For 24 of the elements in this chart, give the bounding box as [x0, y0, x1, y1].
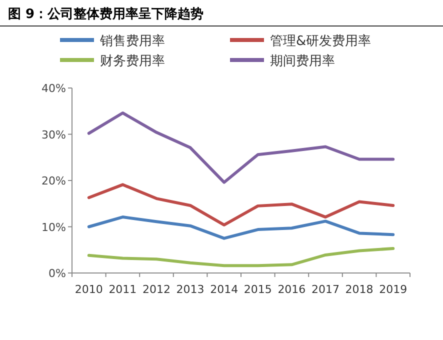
x-tick-label: 2019	[379, 283, 408, 296]
legend-label: 财务费用率	[100, 53, 165, 69]
x-tick-label: 2018	[345, 283, 374, 296]
y-tick-label: 10%	[42, 220, 66, 234]
x-tick-label: 2011	[108, 283, 137, 296]
y-tick-label: 20%	[42, 174, 66, 188]
legend-label: 销售费用率	[99, 33, 165, 49]
y-tick-label: 30%	[42, 128, 66, 142]
y-tick-label: 0%	[48, 267, 66, 280]
x-tick-label: 2010	[74, 283, 103, 296]
x-tick-label: 2012	[142, 283, 170, 296]
x-tick-label: 2013	[176, 283, 204, 296]
line-series	[87, 216, 395, 240]
line-series	[87, 111, 395, 184]
x-tick-label: 2015	[244, 283, 272, 296]
line-series	[87, 183, 395, 226]
x-tick-label: 2014	[210, 283, 238, 296]
legend-label: 期间费用率	[270, 53, 335, 69]
chart-title: 图 9：公司整体费用率呈下降趋势	[8, 6, 204, 22]
line-series	[87, 246, 395, 268]
x-tick-label: 2016	[278, 283, 306, 296]
legend-label: 管理&研发费用率	[270, 33, 372, 49]
y-tick-label: 40%	[42, 82, 66, 95]
x-tick-label: 2017	[312, 283, 340, 296]
